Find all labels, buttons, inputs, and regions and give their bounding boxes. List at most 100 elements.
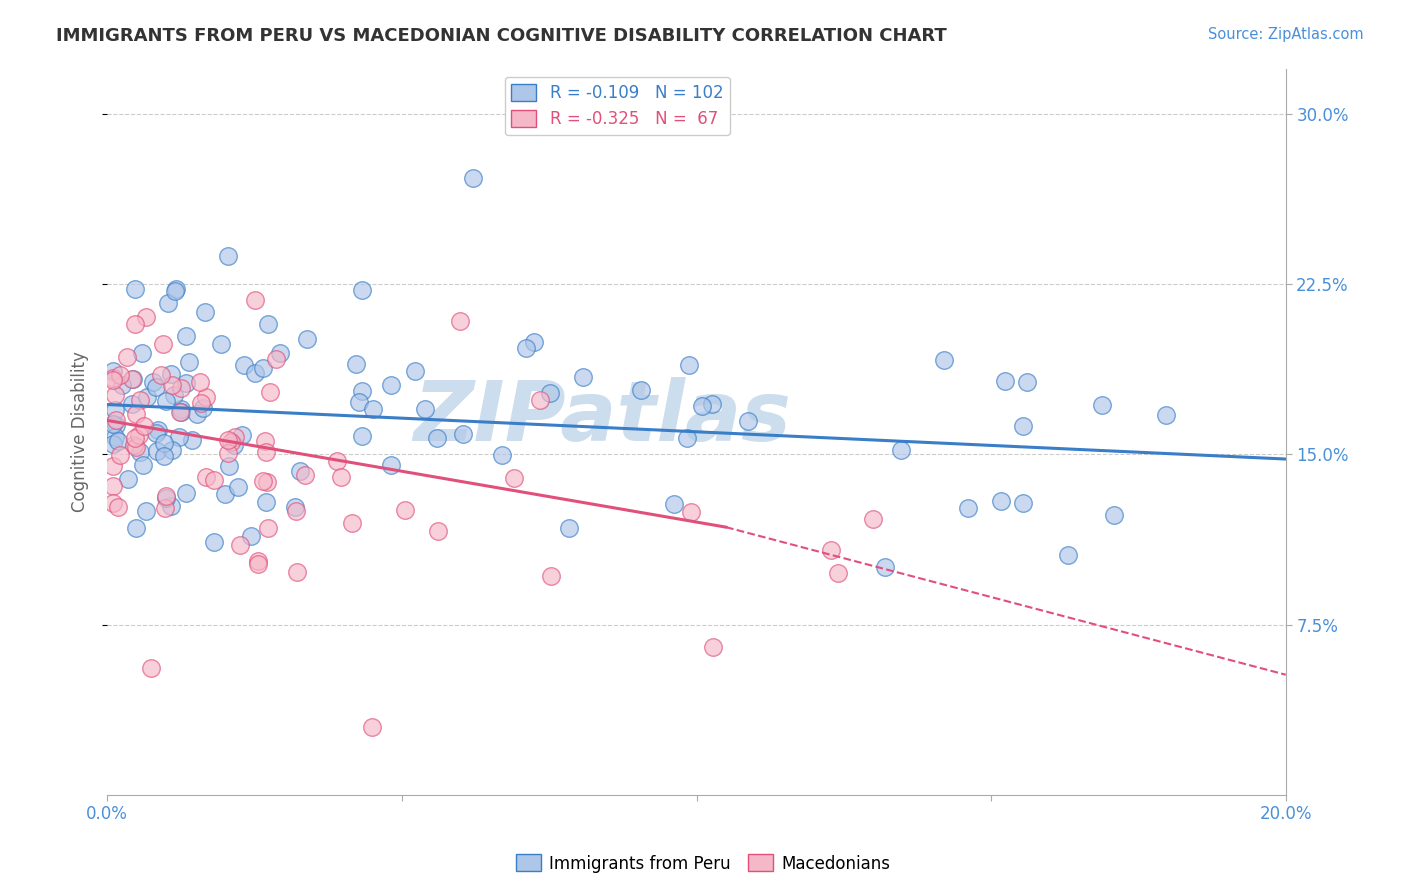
Point (1057, 548, 1080, 562)
Point (326, 454, 349, 468)
Point (1012, 419, 1035, 434)
Point (461, 170, 484, 185)
Legend: Immigrants from Peru, Macedonians: Immigrants from Peru, Macedonians (509, 847, 897, 880)
Point (297, 333, 319, 347)
Point (136, 391, 159, 405)
Point (103, 496, 125, 510)
Point (160, 378, 183, 392)
Point (135, 310, 157, 325)
Point (283, 500, 305, 514)
Point (108, 448, 131, 462)
Point (1012, 495, 1035, 509)
Y-axis label: Cognitive Disability: Cognitive Disability (72, 351, 89, 512)
Point (427, 524, 450, 538)
Point (103, 371, 125, 385)
Point (361, 401, 384, 416)
Point (523, 335, 546, 350)
Point (170, 381, 193, 395)
Point (139, 661, 162, 675)
Point (380, 377, 402, 392)
Point (121, 372, 143, 386)
Point (285, 503, 308, 517)
Point (737, 414, 759, 428)
Point (873, 559, 896, 574)
Point (217, 433, 239, 447)
Point (572, 369, 595, 384)
Point (111, 377, 134, 392)
Point (256, 521, 278, 535)
Point (125, 521, 148, 535)
Point (195, 390, 218, 404)
Point (163, 388, 186, 402)
Point (990, 494, 1012, 508)
Point (662, 497, 685, 511)
Point (1154, 409, 1177, 423)
Point (404, 364, 426, 378)
Point (503, 471, 526, 485)
Point (174, 486, 197, 500)
Point (117, 472, 139, 486)
Point (122, 438, 145, 452)
Point (700, 397, 723, 411)
Point (294, 468, 316, 483)
Point (131, 346, 153, 360)
Point (145, 380, 167, 394)
Point (202, 473, 225, 487)
Point (449, 314, 471, 328)
Point (145, 426, 167, 441)
Point (209, 337, 232, 351)
Point (155, 491, 177, 506)
Point (340, 516, 363, 530)
Point (160, 499, 183, 513)
Point (426, 432, 449, 446)
Point (174, 329, 197, 343)
Point (142, 375, 165, 389)
Point (167, 430, 190, 444)
Point (217, 249, 239, 263)
Point (675, 431, 697, 445)
Point (124, 282, 146, 296)
Point (957, 500, 980, 515)
Point (862, 511, 884, 525)
Point (529, 393, 551, 408)
Point (124, 431, 146, 445)
Point (820, 542, 842, 557)
Point (254, 444, 277, 458)
Point (246, 557, 269, 571)
Point (243, 366, 266, 380)
Point (229, 538, 252, 552)
Point (170, 401, 193, 416)
Text: Source: ZipAtlas.com: Source: ZipAtlas.com (1208, 27, 1364, 42)
Point (232, 358, 254, 372)
Point (253, 434, 276, 449)
Point (515, 341, 537, 355)
Point (224, 430, 246, 444)
Point (180, 433, 202, 447)
Point (352, 283, 374, 297)
Point (540, 569, 562, 583)
Point (103, 417, 125, 431)
Point (222, 438, 245, 452)
Point (155, 489, 177, 503)
Point (394, 503, 416, 517)
Point (145, 444, 167, 458)
Point (191, 401, 214, 415)
Point (104, 388, 127, 402)
Point (330, 470, 353, 484)
Point (104, 418, 127, 433)
Point (165, 284, 187, 298)
Point (103, 373, 125, 387)
Text: IMMIGRANTS FROM PERU VS MACEDONIAN COGNITIVE DISABILITY CORRELATION CHART: IMMIGRANTS FROM PERU VS MACEDONIAN COGNI… (56, 27, 948, 45)
Point (247, 554, 270, 568)
Point (186, 407, 208, 421)
Point (231, 428, 253, 442)
Point (103, 364, 125, 378)
Point (179, 355, 201, 369)
Point (350, 429, 373, 443)
Point (155, 394, 177, 409)
Point (103, 430, 125, 444)
Point (257, 317, 280, 331)
Point (124, 317, 146, 331)
Point (153, 449, 176, 463)
Point (104, 413, 127, 427)
